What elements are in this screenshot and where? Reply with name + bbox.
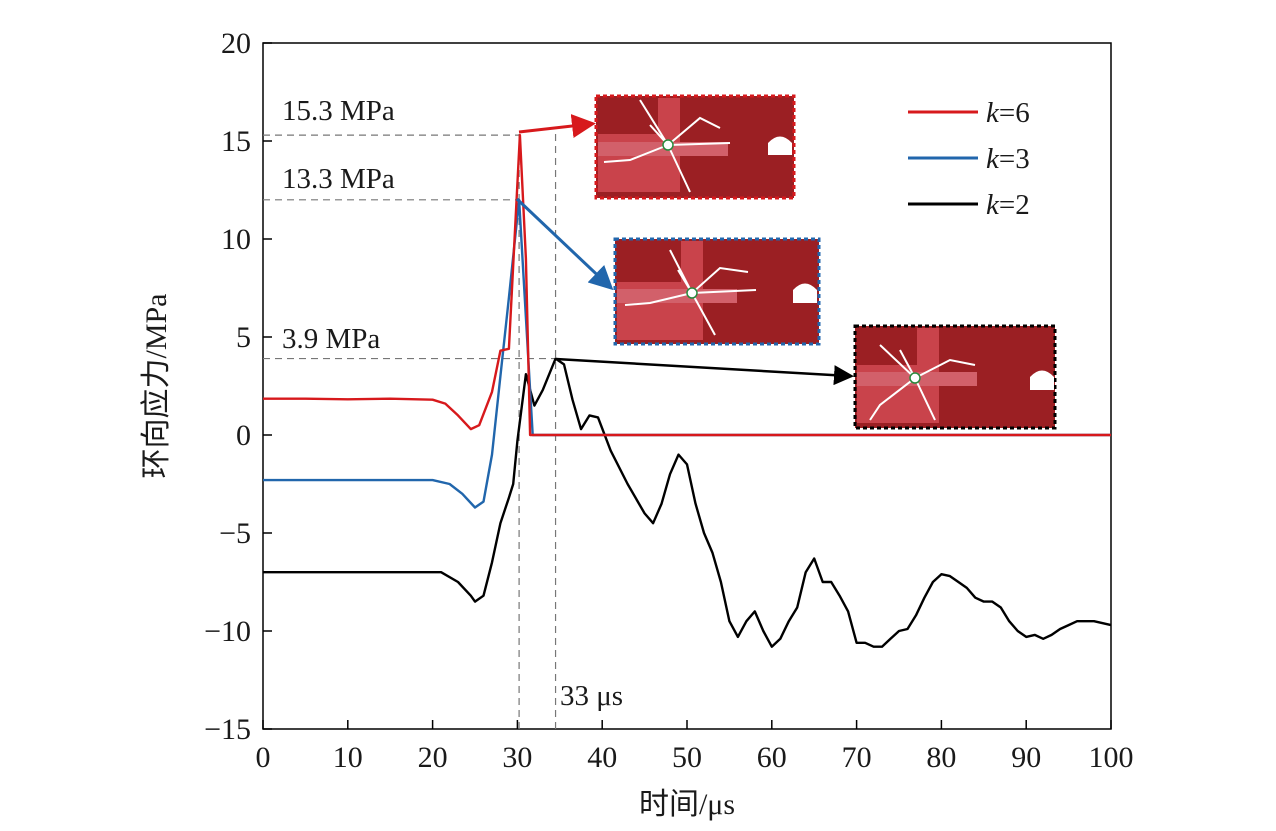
- x-tick-label: 30: [502, 741, 532, 774]
- x-tick-label: 20: [418, 741, 448, 774]
- x-tick-label: 90: [1011, 741, 1041, 774]
- x-tick-label: 100: [1089, 741, 1134, 774]
- annotation-33us: 33 μs: [560, 680, 623, 712]
- ticks-layer: 0 10 20 30 40 50 60 70 80 90 100 −15 −10 −5 0 5 10 15 20: [204, 27, 1133, 774]
- series-line-k2: [263, 357, 1112, 648]
- legend-label-k2: k=2: [986, 189, 1030, 221]
- y-tick-label: −10: [204, 615, 251, 648]
- y-axis-label: 环向应力/MPa: [140, 293, 173, 478]
- annotation-15-3: 15.3 MPa: [282, 95, 395, 127]
- series-layer: [263, 133, 1112, 648]
- x-tick-label: 80: [926, 741, 956, 774]
- x-tick-label: 50: [672, 741, 702, 774]
- x-tick-label: 70: [842, 741, 872, 774]
- y-tick-label: 10: [221, 223, 251, 256]
- inset-k3: [613, 237, 821, 346]
- y-tick-label: 20: [221, 27, 251, 60]
- series-line-k3: [263, 198, 1111, 509]
- reference-lines: [263, 133, 557, 729]
- x-axis-label: 时间/μs: [639, 788, 735, 821]
- legend: k=6 k=3 k=2: [908, 97, 1030, 221]
- legend-label-k6: k=6: [986, 97, 1030, 129]
- y-tick-label: 0: [236, 419, 251, 452]
- x-tick-label: 0: [256, 741, 271, 774]
- arrow-k3: [515, 197, 614, 291]
- inset-k6: [594, 94, 796, 200]
- y-tick-label: 15: [221, 125, 251, 158]
- x-tick-label: 60: [757, 741, 787, 774]
- y-tick-label: −15: [204, 713, 251, 746]
- inset-k2: [853, 324, 1057, 430]
- y-tick-label: 5: [236, 321, 251, 354]
- series-line-k6: [263, 133, 1111, 437]
- x-tick-label: 40: [587, 741, 617, 774]
- annotation-13-3: 13.3 MPa: [282, 163, 395, 195]
- y-tick-label: −5: [219, 517, 251, 550]
- arrow-k2: [555, 357, 854, 386]
- annotation-3-9: 3.9 MPa: [282, 323, 380, 355]
- x-tick-label: 10: [333, 741, 363, 774]
- legend-label-k3: k=3: [986, 143, 1030, 175]
- arrow-k6: [518, 114, 596, 138]
